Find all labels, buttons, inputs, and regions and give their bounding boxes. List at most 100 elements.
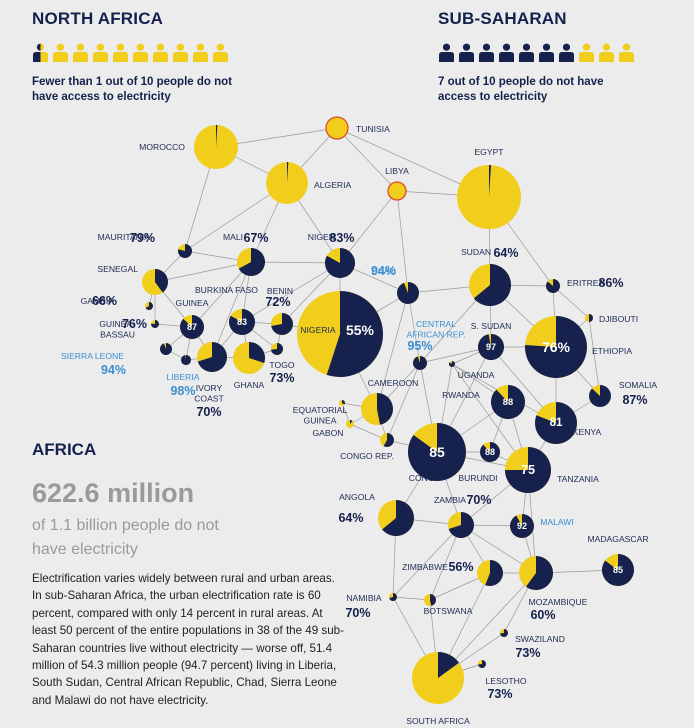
country-percent: 79% bbox=[130, 231, 155, 245]
pie-slice-no-electricity bbox=[238, 248, 265, 276]
country-label: SOUTH AFRICA bbox=[406, 716, 470, 726]
country-uganda: UGANDA bbox=[448, 361, 495, 380]
pie-slice-no-electricity bbox=[389, 593, 397, 601]
country-label: CHAD bbox=[372, 266, 396, 276]
country-percent: 73% bbox=[487, 687, 512, 701]
country-percent: 88 bbox=[485, 447, 495, 457]
north-africa-title: NORTH AFRICA bbox=[32, 9, 164, 28]
edge-line bbox=[552, 285, 590, 319]
sub-saharan-title: SUB-SAHARAN bbox=[438, 9, 567, 28]
country-percent: 87% bbox=[622, 393, 647, 407]
pie-slice-no-electricity bbox=[216, 125, 218, 147]
pie-slice-no-electricity bbox=[505, 447, 551, 493]
country-namibia: NAMIBIA 70% bbox=[345, 593, 397, 620]
country-cameroon: CAMEROON bbox=[361, 378, 418, 425]
country-burundi: BURUNDI 88 bbox=[458, 441, 501, 483]
pie-slice-no-electricity bbox=[229, 309, 256, 335]
pie-slice-no-electricity bbox=[524, 316, 587, 378]
country-morocco: MOROCCO bbox=[139, 125, 238, 169]
pie-slice-no-electricity bbox=[408, 423, 467, 481]
pie-slice-no-electricity bbox=[448, 512, 474, 538]
country-gabon: GABON bbox=[312, 420, 354, 438]
pie-slice-no-electricity bbox=[145, 302, 153, 310]
pie-slice-no-electricity bbox=[326, 291, 383, 377]
country-label: SOMALIA bbox=[619, 380, 657, 390]
pie-slice-no-electricity bbox=[383, 433, 394, 447]
country-label: SIERRA LEONE bbox=[61, 351, 124, 361]
country-equatorial-guinea: EQUATORIAL GUINEA bbox=[293, 400, 348, 426]
country-djibouti: DJIBOUTI bbox=[585, 314, 638, 324]
pie-slice-no-electricity bbox=[430, 594, 437, 606]
country-label: CONGO REP. bbox=[340, 451, 394, 461]
country-south-africa: SOUTH AFRICA bbox=[406, 652, 470, 726]
edge-line bbox=[376, 292, 409, 410]
pie-slice-no-electricity bbox=[535, 402, 577, 444]
person-icon bbox=[73, 43, 88, 62]
country-label: CENTRAL AFRICAN REP. bbox=[406, 319, 465, 340]
country-percent: 87 bbox=[187, 322, 197, 332]
pie-base bbox=[325, 116, 349, 140]
country-percent: 83% bbox=[329, 231, 354, 245]
pie-slice-no-electricity bbox=[178, 244, 193, 258]
country-percent: 86% bbox=[598, 276, 623, 290]
person-icon bbox=[213, 43, 228, 62]
edge-line bbox=[407, 292, 421, 364]
country-percent: 67% bbox=[243, 231, 268, 245]
country-senegal: SENEGAL bbox=[97, 264, 168, 295]
sub-saharan-people-icons bbox=[438, 43, 635, 63]
country-label: ALGERIA bbox=[314, 180, 352, 190]
country-ethiopia: ETHIOPIA 76% bbox=[524, 316, 632, 378]
country-percent: 98% bbox=[170, 384, 195, 398]
country-percent: 75 bbox=[521, 463, 535, 477]
pie-slice-no-electricity bbox=[589, 385, 611, 407]
country-percent: 88 bbox=[503, 397, 513, 407]
country-label: RWANDA bbox=[442, 390, 480, 400]
country-percent: 94% bbox=[371, 264, 396, 278]
pie-slice-no-electricity bbox=[589, 314, 593, 322]
country-percent: 70% bbox=[466, 493, 491, 507]
country-label: GHANA bbox=[234, 380, 265, 390]
country-label: TANZANIA bbox=[557, 474, 599, 484]
person-icon bbox=[519, 43, 534, 62]
country-label: NIGER bbox=[308, 232, 335, 242]
edge-line bbox=[386, 362, 421, 441]
pie-slice-no-electricity bbox=[325, 248, 356, 279]
country-percent: 85 bbox=[613, 565, 623, 575]
pie-slice-no-electricity bbox=[271, 313, 293, 335]
country-percent: 73% bbox=[515, 646, 540, 660]
edge-line bbox=[396, 190, 409, 294]
country-label: GUINEA-BASSAU bbox=[99, 319, 135, 340]
pie-slice-no-electricity bbox=[509, 514, 534, 538]
country-label: MALI bbox=[223, 232, 243, 242]
person-icon bbox=[439, 43, 454, 62]
pie-slice-no-electricity bbox=[546, 279, 560, 293]
pie-slice-no-electricity bbox=[151, 320, 159, 328]
country-label: MOZAMBIQUE bbox=[529, 597, 588, 607]
person-icon bbox=[173, 43, 188, 62]
africa-big-number: 622.6 million bbox=[32, 478, 195, 508]
person-icon bbox=[579, 43, 594, 62]
country-kenya: KENYA 81 bbox=[535, 402, 602, 444]
africa-title: AFRICA bbox=[32, 440, 97, 459]
pie-slice-no-electricity bbox=[197, 342, 227, 372]
country-zimbabwe: ZIMBABWE 56% bbox=[402, 560, 503, 586]
country-label: DJIBOUTI bbox=[599, 314, 638, 324]
country-label: MOROCCO bbox=[139, 142, 185, 152]
country-congo-rep: CONGO REP. bbox=[340, 433, 394, 461]
person-icon bbox=[113, 43, 128, 62]
edge-line bbox=[339, 190, 398, 264]
person-icon bbox=[599, 43, 614, 62]
pie-slice-no-electricity bbox=[181, 355, 192, 365]
country-label: MALAWI bbox=[540, 517, 574, 527]
country-label: BENIN bbox=[267, 286, 293, 296]
pie-slice-no-electricity bbox=[500, 629, 509, 637]
pie-slice-no-electricity bbox=[491, 384, 525, 419]
country-botswana: BOTSWANA bbox=[424, 594, 473, 616]
country-percent: 76% bbox=[542, 339, 571, 355]
